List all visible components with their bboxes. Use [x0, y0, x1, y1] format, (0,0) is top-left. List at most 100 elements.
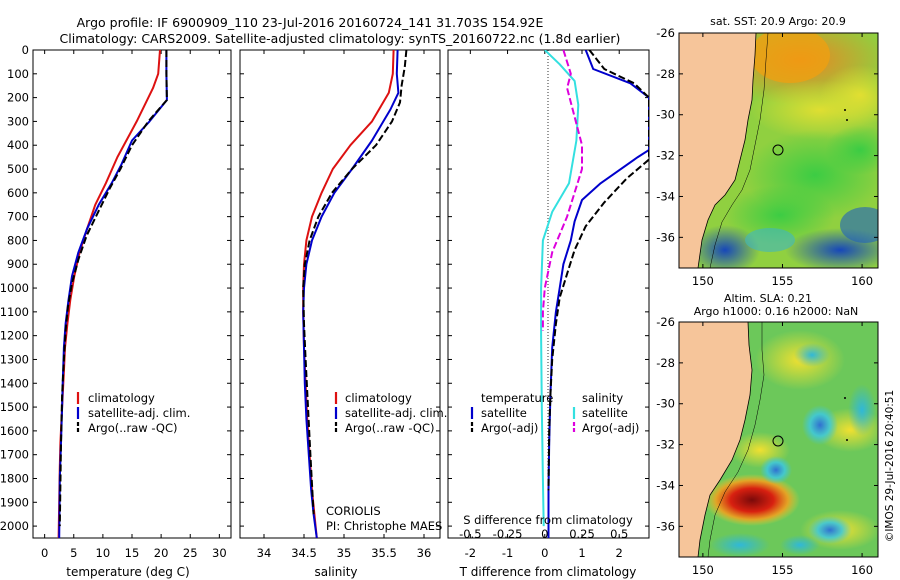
x-tick-label: 30 — [212, 546, 227, 560]
legend-label-s-satellite: satellite — [582, 406, 628, 420]
lat-tick-label: -36 — [656, 230, 675, 244]
lat-tick-label: -30 — [656, 108, 675, 122]
x-tick-label: 2 — [616, 546, 623, 560]
sst-island-dot — [844, 109, 846, 111]
depth-tick-label: 500 — [7, 162, 29, 176]
sla-map-title-line1: Altim. SLA: 0.21 — [724, 292, 812, 305]
sla-map-title-line2: Argo h1000: 0.16 h2000: NaN — [694, 305, 859, 318]
legend-label-climatology: climatology — [88, 391, 155, 405]
x-tick-label: 35 — [337, 546, 352, 560]
lat-tick-label: -34 — [656, 189, 675, 203]
lat-tick-label: -26 — [656, 315, 675, 329]
depth-tick-label: 1800 — [0, 471, 29, 485]
sla-argo-position-marker — [772, 435, 784, 447]
legend-label-argo: Argo(..raw -QC) — [88, 421, 178, 435]
sst-green-east — [825, 125, 878, 175]
series-line-s-satellite — [540, 50, 580, 527]
sla-low-anomaly-3 — [808, 516, 852, 544]
lon-tick-label: 160 — [851, 563, 873, 577]
depth-tick-label: 1300 — [0, 352, 29, 366]
legend-label-satellite: satellite-adj. clim. — [345, 406, 447, 420]
series-line-satellite-adj-clim — [58, 50, 168, 538]
sst-cool-patch-2 — [690, 225, 760, 268]
lon-tick-label: 155 — [772, 274, 794, 288]
depth-tick-label: 400 — [7, 138, 29, 152]
salinity-difference-tick-label: -0.5 — [459, 527, 481, 541]
series-line-argo-raw-qc — [302, 50, 408, 515]
salinity-difference-tick-label: 0.5 — [610, 527, 628, 541]
lon-tick-label: 150 — [692, 563, 714, 577]
series-line-climatology — [302, 50, 395, 538]
x-tick-label: 0 — [41, 546, 48, 560]
depth-tick-label: 100 — [7, 67, 29, 81]
depth-tick-label: 1200 — [0, 329, 29, 343]
x-tick-label: 0 — [541, 546, 548, 560]
sla-low-anomaly-4 — [848, 384, 876, 436]
lat-tick-label: -26 — [656, 26, 675, 40]
temperature-panel: 0100200300400500600700800900100011001200… — [0, 43, 232, 579]
depth-tick-label: 200 — [7, 91, 29, 105]
x-tick-label: 20 — [154, 546, 169, 560]
lat-tick-label: -30 — [656, 397, 675, 411]
lon-tick-label: 150 — [692, 274, 714, 288]
depth-tick-label: 1100 — [0, 305, 29, 319]
depth-tick-label: 1700 — [0, 448, 29, 462]
series-line-t-satellite — [547, 50, 649, 538]
x-tick-label: 15 — [125, 546, 140, 560]
sla-island-dot — [844, 397, 846, 399]
depth-axis: 0 100 200 300 400 500 600 700 800 900 1000 1100 1200… — [0, 43, 231, 533]
figure-title-line1: Argo profile: IF 6900909_110 23-Jul-2016… — [77, 15, 544, 30]
sla-lat-axis: -26 -28 -30 -32 -34 -36 — [656, 315, 878, 533]
difference-depth-ticks — [448, 49, 649, 527]
sst-coastline — [697, 33, 757, 268]
salinity-legend: climatology satellite-adj. clim. Argo(..… — [334, 391, 447, 435]
legend-label-satellite: satellite-adj. clim. — [88, 406, 190, 420]
depth-tick-label: 700 — [7, 210, 29, 224]
lat-tick-label: -28 — [656, 356, 675, 370]
salinity-difference-tick-label: 0.25 — [569, 527, 595, 541]
x-tick-label: 35.5 — [371, 546, 397, 560]
temperature-x-label: temperature (deg C) — [66, 565, 189, 579]
salinity-difference-tick-label: -0.25 — [493, 527, 523, 541]
depth-tick-label: 600 — [7, 186, 29, 200]
sst-cool-patch-3 — [840, 207, 878, 243]
temperature-legend: climatology satellite-adj. clim. Argo(..… — [76, 391, 190, 435]
sla-shelf-contour — [707, 322, 765, 557]
series-line-climatology — [57, 50, 161, 538]
difference-panel: -2 -1 0 1 2 temperature satellite Argo(-adj)… — [447, 49, 650, 579]
salinity-difference-ticks: -0.5 -0.25 0 0.25 0.5 — [459, 527, 628, 541]
x-tick-label: 34 — [257, 546, 272, 560]
depth-tick-label: 1500 — [0, 400, 29, 414]
salinity-axes-box — [239, 49, 441, 539]
legend-label-t-argo: Argo(-adj) — [481, 421, 538, 435]
imos-credit: ©IMOS 29-Jul-2016 20:40:51 — [884, 390, 896, 542]
lat-tick-label: -36 — [656, 519, 675, 533]
sla-lon-axis: 150 155 160 — [692, 322, 873, 577]
lat-tick-label: -32 — [656, 149, 675, 163]
sla-land — [679, 322, 752, 557]
lon-tick-label: 160 — [851, 274, 873, 288]
difference-legend: temperature satellite Argo(-adj) salinit… — [470, 391, 639, 435]
series-line-t-argo-adj — [547, 50, 649, 491]
sst-green-patch-2 — [725, 185, 835, 245]
temperature-x-axis: 0 5 10 15 20 25 30 — [41, 50, 227, 560]
depth-tick-label: 0 — [22, 43, 29, 57]
sst-island-dot — [846, 119, 848, 121]
sst-argo-position-marker — [772, 144, 784, 156]
x-tick-label: 1 — [578, 546, 585, 560]
sst-shelf-contour — [709, 33, 769, 268]
salinity-x-axis: 34 34.5 35 35.5 36 — [257, 50, 431, 560]
depth-tick-label: 1000 — [0, 281, 29, 295]
x-tick-label: 10 — [96, 546, 111, 560]
legend-label-s-argo: Argo(-adj) — [582, 421, 639, 435]
pi-label: PI: Christophe MAES — [326, 519, 442, 533]
sst-warm-core — [750, 33, 830, 83]
sst-map: sat. SST: 20.9 Argo: 20.9 -26 -28 -30 -32 -3… — [656, 15, 879, 288]
coriolis-label: CORIOLIS — [326, 504, 381, 518]
depth-tick-label: 1600 — [0, 424, 29, 438]
salinity-difference-tick-label: 0 — [541, 527, 548, 541]
sla-coastline — [697, 322, 753, 557]
sla-low-anomaly-1 — [802, 405, 838, 445]
depth-tick-label: 900 — [7, 257, 29, 271]
